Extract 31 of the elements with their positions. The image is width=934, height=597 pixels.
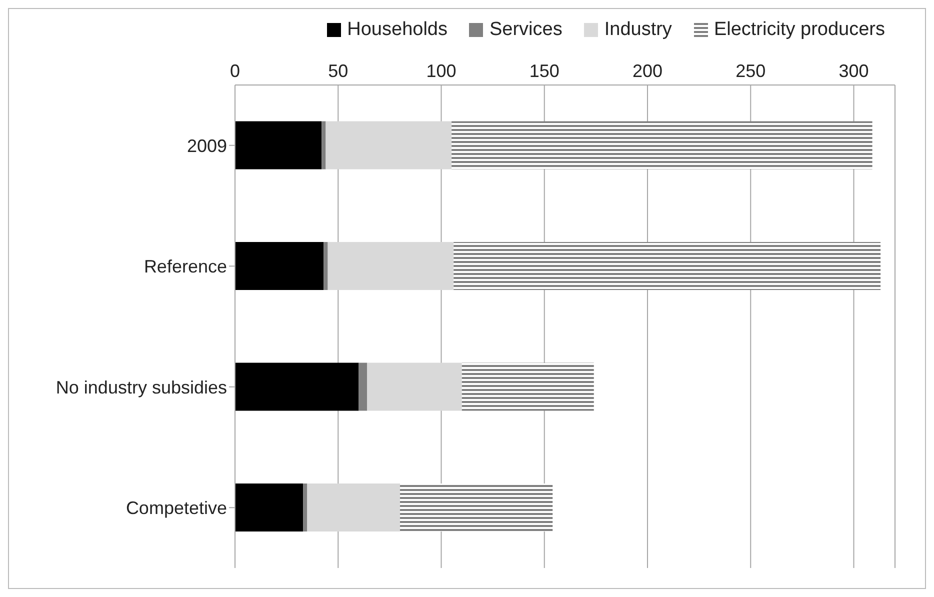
bar <box>367 362 462 411</box>
x-tick-label: 100 <box>426 61 456 81</box>
bar <box>400 483 553 532</box>
x-tick-label: 200 <box>632 61 663 81</box>
x-tick-label: 0 <box>230 61 240 81</box>
bar <box>324 242 328 290</box>
bar <box>235 362 359 411</box>
bar <box>462 362 594 411</box>
bar <box>452 121 872 170</box>
y-tick-label: Reference <box>144 256 227 277</box>
legend-label: Services <box>489 19 562 41</box>
bar <box>235 121 322 170</box>
bar <box>358 362 367 411</box>
bar <box>235 483 304 532</box>
bar <box>454 242 881 290</box>
x-tick-label: 250 <box>736 61 766 81</box>
bar <box>328 242 454 290</box>
bar <box>322 121 326 170</box>
bar <box>303 483 308 532</box>
bar <box>326 121 452 170</box>
x-tick-label: 300 <box>838 61 869 81</box>
y-tick-label: No industry subsidies <box>56 377 227 398</box>
bar <box>235 242 324 290</box>
legend-label: Households <box>347 19 448 41</box>
legend-label: Electricity producers <box>714 19 885 41</box>
y-tick-label: Competetive <box>126 498 227 518</box>
y-tick-label: 2009 <box>186 136 227 156</box>
x-tick-label: 150 <box>529 61 560 81</box>
legend-label: Industry <box>604 19 672 41</box>
bar <box>307 483 400 532</box>
x-tick-label: 50 <box>328 61 348 81</box>
